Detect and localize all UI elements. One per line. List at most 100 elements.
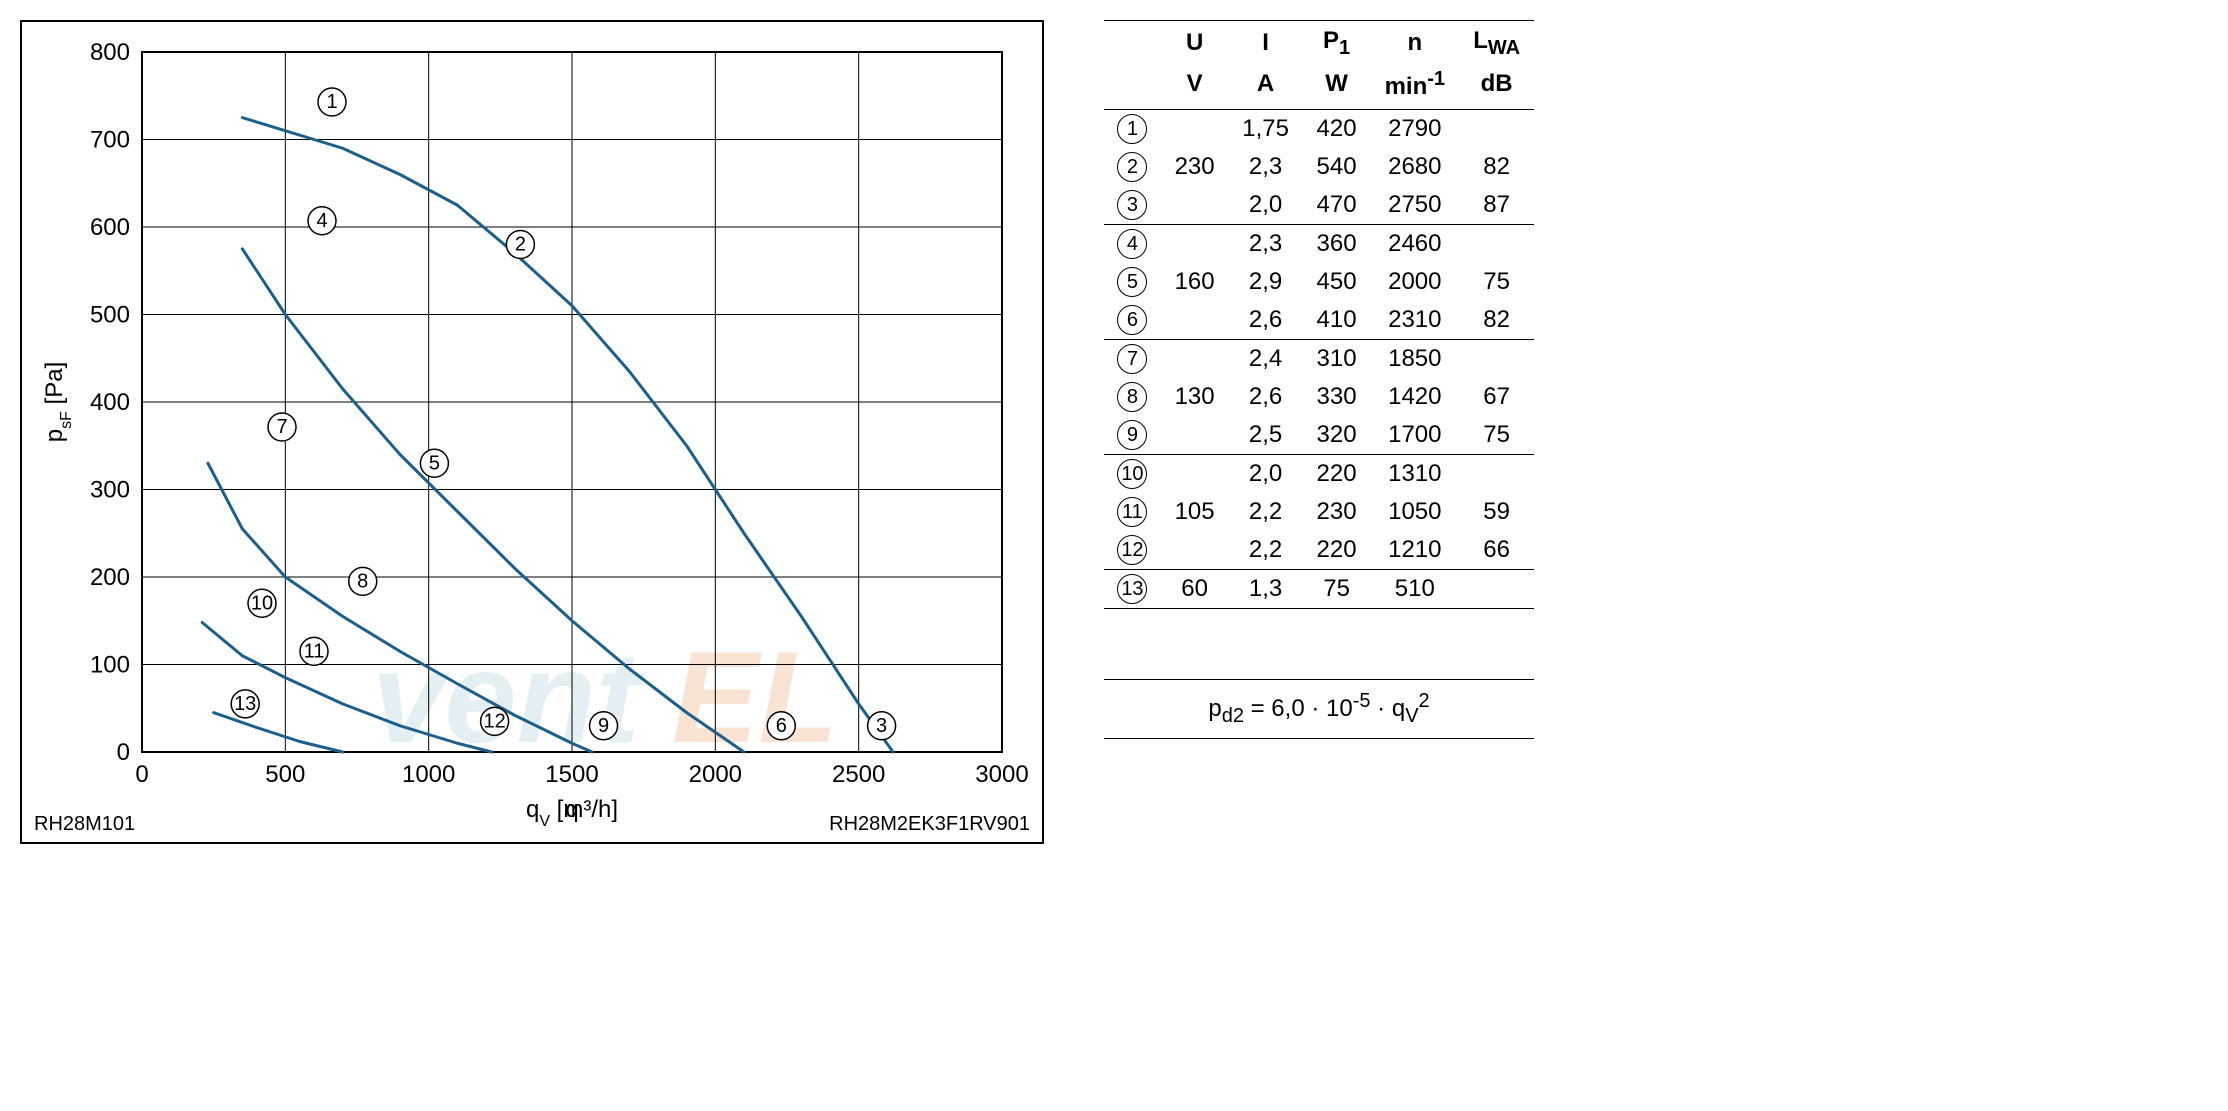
cell: 310 <box>1303 339 1370 378</box>
watermark2: EL <box>672 624 838 770</box>
cell: 330 <box>1303 378 1370 416</box>
row-id-badge: 11 <box>1117 497 1147 527</box>
cell: 2,3 <box>1228 148 1303 186</box>
xtick-label: 2500 <box>832 761 885 788</box>
table-row: 7 2,43101850 <box>1104 339 1534 378</box>
col-P1: P1 <box>1303 21 1370 64</box>
cell: 75 <box>1303 569 1370 608</box>
curve-label-text: 1 <box>326 91 337 113</box>
unit-W: W <box>1303 64 1370 110</box>
xtick-label: 1000 <box>402 761 455 788</box>
curve-label-text: 4 <box>316 210 327 232</box>
row-id-badge: 1 <box>1117 114 1147 144</box>
cell: 4 <box>1104 224 1161 263</box>
cell: 450 <box>1303 263 1370 301</box>
ytick-label: 400 <box>90 389 130 416</box>
curve-label-text: 10 <box>251 592 273 614</box>
cell <box>1459 339 1534 378</box>
curve-label-text: 9 <box>598 715 609 737</box>
curve-label-text: 5 <box>429 452 440 474</box>
xtick-label: 2000 <box>689 761 742 788</box>
ytick-label: 800 <box>90 39 130 66</box>
cell: 87 <box>1459 186 1534 225</box>
cell: 320 <box>1303 416 1370 455</box>
row-id-badge: 13 <box>1117 574 1147 604</box>
unit-A: A <box>1228 64 1303 110</box>
row-id-badge: 9 <box>1117 420 1147 450</box>
data-panel: U I P1 n LWA V A W min-1 dB 11,754202790… <box>1104 20 1534 844</box>
cell: 1,3 <box>1228 569 1303 608</box>
row-id-badge: 7 <box>1117 344 1147 374</box>
curve-label-text: 11 <box>304 640 325 662</box>
cell: 2,3 <box>1228 224 1303 263</box>
xtick-label: 500 <box>265 761 305 788</box>
cell: 410 <box>1303 301 1370 340</box>
y-axis-label: psF [Pa] <box>41 362 75 443</box>
cell: 510 <box>1370 569 1459 608</box>
cell: 220 <box>1303 454 1370 493</box>
cell: 420 <box>1303 109 1370 148</box>
cell: 2,2 <box>1228 531 1303 570</box>
curve-label-text: 3 <box>876 715 887 737</box>
cell <box>1459 454 1534 493</box>
unit-V: V <box>1161 64 1228 110</box>
cell: 5 <box>1104 263 1161 301</box>
curve-label-text: 7 <box>276 416 287 438</box>
cell: 1 <box>1104 109 1161 148</box>
cell <box>1161 531 1228 570</box>
table-row: 81302,6330142067 <box>1104 378 1534 416</box>
cell: 1210 <box>1370 531 1459 570</box>
cell: 2680 <box>1370 148 1459 186</box>
cell: 1420 <box>1370 378 1459 416</box>
row-id-badge: 8 <box>1117 382 1147 412</box>
cell: 220 <box>1303 531 1370 570</box>
unit-min: min-1 <box>1370 64 1459 110</box>
curve-label-text: 2 <box>515 234 526 256</box>
row-id-badge: 2 <box>1117 152 1147 182</box>
cell: 105 <box>1161 493 1228 531</box>
cell: 75 <box>1459 416 1534 455</box>
cell <box>1161 301 1228 340</box>
ytick-label: 0 <box>117 739 130 766</box>
xtick-label: 3000 <box>975 761 1028 788</box>
row-id-badge: 3 <box>1117 190 1147 220</box>
col-I: I <box>1228 21 1303 64</box>
cell: 1850 <box>1370 339 1459 378</box>
cell: 2460 <box>1370 224 1459 263</box>
cell <box>1161 454 1228 493</box>
row-id-badge: 5 <box>1117 267 1147 297</box>
table-row: 102,02201310 <box>1104 454 1534 493</box>
table-row: 42,33602460 <box>1104 224 1534 263</box>
cell <box>1161 109 1228 148</box>
cell: 1310 <box>1370 454 1459 493</box>
table-row: 13 601,375510 <box>1104 569 1534 608</box>
cell: 3 <box>1104 186 1161 225</box>
table-row: 111052,2230105059 <box>1104 493 1534 531</box>
cell: 230 <box>1161 148 1228 186</box>
curve-label-text: 6 <box>776 715 787 737</box>
cell <box>1459 569 1534 608</box>
cell: 2 <box>1104 148 1161 186</box>
cell: 230 <box>1303 493 1370 531</box>
ytick-label: 500 <box>90 302 130 329</box>
cell: 9 <box>1104 416 1161 455</box>
cell: 2,4 <box>1228 339 1303 378</box>
table-row: 62,6410231082 <box>1104 301 1534 340</box>
cell: 2,2 <box>1228 493 1303 531</box>
table-row: 92,5320170075 <box>1104 416 1534 455</box>
ytick-label: 200 <box>90 564 130 591</box>
ytick-label: 100 <box>90 652 130 679</box>
cell <box>1161 186 1228 225</box>
cell: 540 <box>1303 148 1370 186</box>
cell: 1050 <box>1370 493 1459 531</box>
cell: 12 <box>1104 531 1161 570</box>
table-row: 32,0470275087 <box>1104 186 1534 225</box>
cell: 67 <box>1459 378 1534 416</box>
cell: 7 <box>1104 339 1161 378</box>
cell: 2,6 <box>1228 378 1303 416</box>
table-row: 51602,9450200075 <box>1104 263 1534 301</box>
cell: 60 <box>1161 569 1228 608</box>
cell: 2750 <box>1370 186 1459 225</box>
cell <box>1459 109 1534 148</box>
xtick-label: 0 <box>135 761 148 788</box>
